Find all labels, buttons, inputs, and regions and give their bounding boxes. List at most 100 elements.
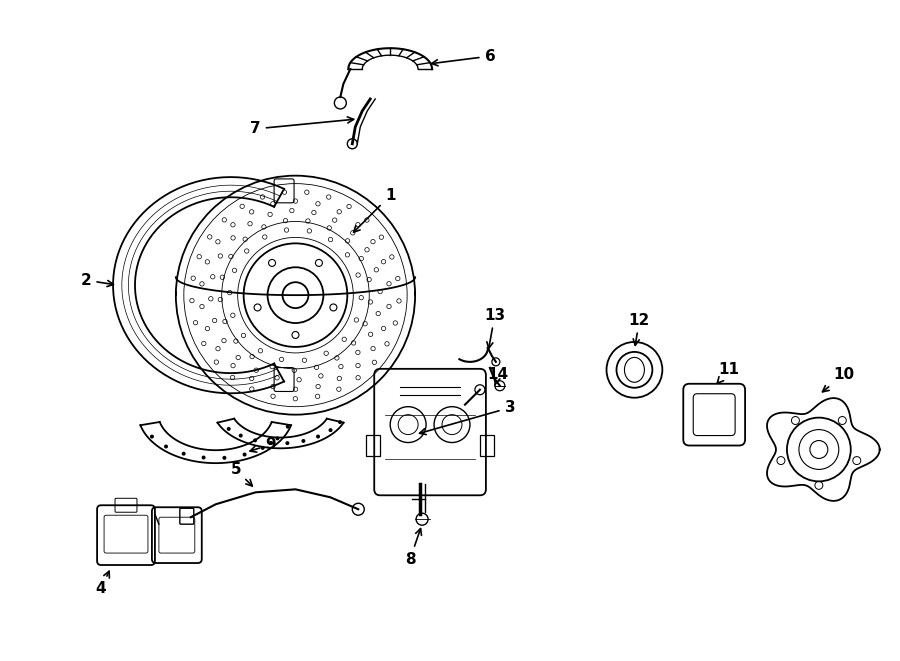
Circle shape xyxy=(240,204,245,208)
Circle shape xyxy=(197,254,202,259)
Text: 1: 1 xyxy=(354,188,395,232)
Text: 13: 13 xyxy=(484,307,506,348)
Circle shape xyxy=(368,332,373,336)
Circle shape xyxy=(200,304,204,309)
Circle shape xyxy=(245,249,249,253)
Circle shape xyxy=(231,364,235,368)
Circle shape xyxy=(302,439,305,443)
Bar xyxy=(480,434,494,457)
Circle shape xyxy=(286,424,290,428)
Circle shape xyxy=(241,333,246,338)
Text: 6: 6 xyxy=(432,49,495,66)
Circle shape xyxy=(356,350,360,354)
Circle shape xyxy=(218,297,222,302)
Circle shape xyxy=(227,427,230,431)
Text: 12: 12 xyxy=(629,313,650,345)
Circle shape xyxy=(374,268,379,272)
Circle shape xyxy=(316,202,320,206)
Circle shape xyxy=(284,218,288,223)
Circle shape xyxy=(367,278,372,282)
Circle shape xyxy=(249,387,254,391)
Circle shape xyxy=(371,239,375,244)
Circle shape xyxy=(274,375,279,380)
Circle shape xyxy=(293,397,298,401)
Circle shape xyxy=(260,195,265,199)
Circle shape xyxy=(337,387,341,391)
Circle shape xyxy=(335,356,339,360)
Circle shape xyxy=(223,319,227,324)
Circle shape xyxy=(364,218,369,222)
Circle shape xyxy=(338,420,342,424)
Circle shape xyxy=(216,346,220,351)
Circle shape xyxy=(205,327,210,330)
Circle shape xyxy=(253,438,257,442)
Circle shape xyxy=(243,237,248,241)
Circle shape xyxy=(279,357,284,362)
Circle shape xyxy=(249,376,254,381)
Circle shape xyxy=(293,387,298,391)
Circle shape xyxy=(293,199,298,203)
Circle shape xyxy=(351,231,355,235)
Circle shape xyxy=(212,319,217,323)
Circle shape xyxy=(337,210,341,214)
Circle shape xyxy=(164,444,168,449)
Circle shape xyxy=(379,235,383,239)
Text: 10: 10 xyxy=(823,368,854,392)
Circle shape xyxy=(359,256,364,261)
Text: 2: 2 xyxy=(81,273,113,288)
Circle shape xyxy=(271,384,275,389)
Circle shape xyxy=(216,239,220,244)
Circle shape xyxy=(373,360,376,364)
Circle shape xyxy=(231,236,235,240)
Circle shape xyxy=(194,321,198,325)
Circle shape xyxy=(382,327,386,330)
Circle shape xyxy=(316,384,320,389)
Circle shape xyxy=(346,253,350,257)
Circle shape xyxy=(230,375,235,379)
Circle shape xyxy=(228,290,232,295)
Circle shape xyxy=(324,351,328,356)
Circle shape xyxy=(306,219,310,223)
Circle shape xyxy=(364,248,369,252)
Circle shape xyxy=(363,321,367,326)
Circle shape xyxy=(283,190,286,194)
Circle shape xyxy=(328,237,333,242)
Circle shape xyxy=(297,377,302,382)
Circle shape xyxy=(211,274,215,279)
Circle shape xyxy=(346,239,350,243)
Circle shape xyxy=(368,300,373,304)
Text: 14: 14 xyxy=(487,368,508,385)
Circle shape xyxy=(230,313,235,317)
Circle shape xyxy=(200,282,204,286)
Circle shape xyxy=(249,210,254,214)
Circle shape xyxy=(387,304,392,309)
Circle shape xyxy=(327,195,331,199)
Circle shape xyxy=(307,229,311,233)
Circle shape xyxy=(284,228,289,232)
Circle shape xyxy=(311,210,316,215)
Text: 7: 7 xyxy=(250,117,354,136)
Circle shape xyxy=(271,394,275,399)
Circle shape xyxy=(191,276,195,280)
Circle shape xyxy=(378,290,382,293)
Circle shape xyxy=(270,364,274,369)
Circle shape xyxy=(248,221,252,226)
Circle shape xyxy=(387,282,392,286)
Circle shape xyxy=(332,218,337,222)
Text: 9: 9 xyxy=(250,437,276,452)
Text: 4: 4 xyxy=(95,571,110,596)
Circle shape xyxy=(263,235,267,239)
Text: 5: 5 xyxy=(230,462,252,486)
Circle shape xyxy=(182,451,185,455)
Circle shape xyxy=(238,434,243,438)
Circle shape xyxy=(222,456,227,460)
Circle shape xyxy=(150,434,154,438)
Circle shape xyxy=(393,321,398,325)
Circle shape xyxy=(236,356,240,360)
Circle shape xyxy=(268,212,273,217)
Circle shape xyxy=(269,441,273,445)
Circle shape xyxy=(356,223,360,227)
Circle shape xyxy=(202,455,205,459)
Circle shape xyxy=(290,208,294,213)
Circle shape xyxy=(232,268,237,272)
